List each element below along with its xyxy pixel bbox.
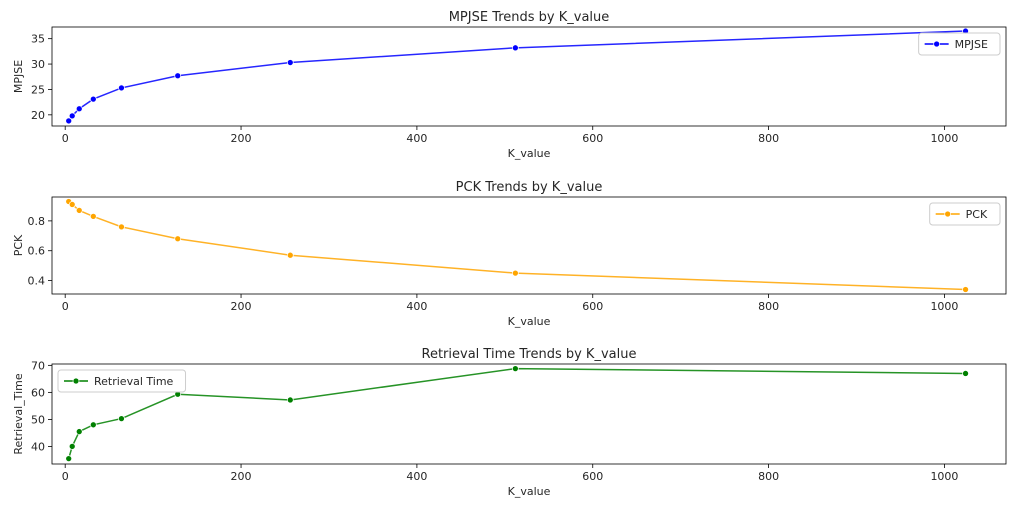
x-tick-label: 200	[231, 132, 252, 145]
data-point	[286, 59, 294, 66]
y-axis-label: Retrieval_Time	[12, 373, 25, 455]
legend-box	[918, 32, 1001, 56]
legend-marker-swatch	[944, 210, 952, 218]
series-line-pck	[68, 200, 966, 291]
y-tick-label: 40	[31, 440, 45, 453]
chart-title: PCK Trends by K_value	[456, 180, 603, 195]
y-tick-label: 70	[31, 359, 45, 372]
data-point	[512, 365, 519, 372]
legend-label: Retrieval Time	[94, 375, 174, 388]
y-tick-label: 35	[31, 33, 45, 46]
subplot-2: PCK Trends by K_value 0 200 400 600 800 1000 0.…	[12, 180, 1007, 328]
x-tick-label: 1000	[930, 132, 958, 145]
data-point	[89, 213, 97, 220]
data-point	[174, 235, 182, 243]
y-tick-label: 0.8	[28, 215, 46, 228]
subplot-3: Retrieval Time Trends by K_value 0 200 400 6…	[12, 347, 1007, 498]
data-point	[89, 95, 97, 103]
data-point	[75, 207, 83, 214]
x-tick-label: 400	[406, 300, 427, 313]
x-tick-label: 600	[582, 300, 603, 313]
x-tick-label: 0	[62, 300, 69, 313]
data-point	[118, 415, 125, 422]
legend-marker-swatch	[72, 377, 80, 385]
data-point	[512, 44, 519, 52]
data-point	[512, 269, 519, 277]
x-tick-label: 0	[62, 470, 69, 483]
x-tick-label: 800	[758, 470, 779, 483]
x-tick-label: 600	[582, 132, 603, 145]
data-point	[75, 105, 83, 113]
data-point	[962, 370, 969, 377]
x-tick-label: 800	[758, 132, 779, 145]
legend-marker-swatch	[933, 40, 940, 48]
legend: Retrieval Time	[57, 369, 187, 393]
subplot-1: MPJSE Trends by K_value 0 200 400 600 800 1000…	[12, 10, 1007, 160]
legend-label: MPJSE	[955, 38, 988, 51]
x-axis-label: K_value	[508, 315, 551, 328]
x-tick-label: 400	[406, 132, 427, 145]
x-tick-label: 800	[758, 300, 779, 313]
y-tick-label: 25	[31, 83, 45, 96]
data-point	[174, 72, 182, 80]
y-tick-label: 0.6	[28, 245, 46, 258]
data-point	[68, 201, 76, 208]
data-point	[286, 251, 294, 259]
data-point	[65, 455, 73, 462]
x-tick-label: 600	[582, 470, 603, 483]
x-tick-label: 1000	[930, 470, 958, 483]
y-axis-label: MPJSE	[12, 60, 25, 93]
x-tick-label: 1000	[930, 300, 958, 313]
y-tick-label: 60	[31, 386, 45, 399]
series-line-mpjse	[68, 30, 966, 122]
y-tick-label: 50	[31, 413, 45, 426]
data-point	[89, 421, 97, 429]
data-point	[962, 286, 969, 293]
legend-box	[57, 369, 187, 393]
y-tick-label: 20	[31, 109, 45, 122]
x-axis-label: K_value	[508, 485, 551, 498]
data-point	[118, 223, 125, 231]
y-tick-label: 0.4	[28, 275, 46, 288]
data-point	[68, 443, 76, 450]
data-point	[75, 428, 83, 435]
x-axis-label: K_value	[508, 147, 551, 160]
data-point	[65, 117, 73, 125]
data-point	[118, 84, 125, 92]
legend-label: PCK	[966, 208, 988, 221]
x-tick-label: 200	[231, 300, 252, 313]
plot-area-frame	[51, 26, 1007, 127]
x-tick-label: 200	[231, 470, 252, 483]
data-point	[286, 396, 294, 404]
data-point	[68, 112, 76, 120]
chart-title: Retrieval Time Trends by K_value	[422, 347, 637, 362]
x-tick-label: 400	[406, 470, 427, 483]
legend: MPJSE	[918, 32, 1001, 56]
x-tick-label: 0	[62, 132, 69, 145]
y-axis-label: PCK	[12, 234, 25, 256]
chart-title: MPJSE Trends by K_value	[449, 10, 610, 25]
legend-box	[929, 202, 1001, 226]
plot-area-frame	[51, 196, 1007, 295]
legend: PCK	[929, 202, 1001, 226]
series-line-retrieval-time	[67, 367, 966, 459]
plot-area-frame	[51, 363, 1007, 465]
y-tick-label: 30	[31, 58, 45, 71]
